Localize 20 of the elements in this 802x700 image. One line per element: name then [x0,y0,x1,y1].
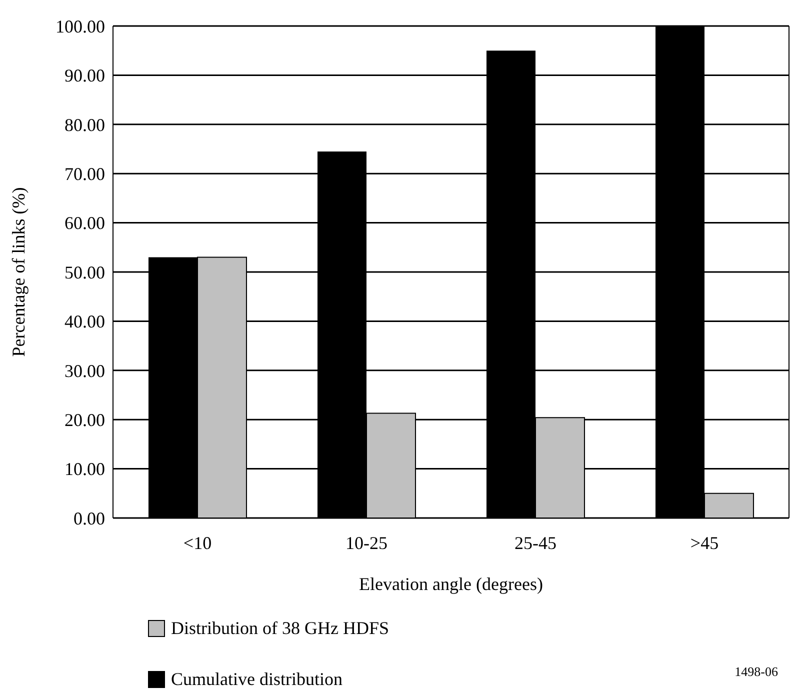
y-tick-label: 40.00 [64,312,105,332]
y-tick-label: 0.00 [74,508,105,528]
x-axis-title: Elevation angle (degrees) [359,574,543,594]
y-tick-label: 90.00 [64,66,105,86]
x-tick-label: <10 [183,532,212,553]
y-tick-label: 50.00 [64,262,105,282]
x-tick-label: 25-45 [514,532,556,553]
y-tick-label: 70.00 [64,164,105,184]
y-tick-label: 30.00 [64,360,105,381]
x-tick-label: 10-25 [346,532,388,553]
y-tick-label: 60.00 [64,213,105,234]
text: 1498-06 [734,664,778,680]
y-tick-label: 100.00 [56,16,105,36]
legend-label: Distribution of 38 GHz HDFS [171,618,390,639]
y-tick-label: 80.00 [64,114,105,135]
legend-label: Cumulative distribution [171,669,342,690]
y-axis-title: Percentage of links (%) [8,187,28,357]
y-tick-label: 10.00 [64,459,105,480]
y-tick-label: 20.00 [64,410,105,430]
x-tick-label: >45 [690,532,719,553]
